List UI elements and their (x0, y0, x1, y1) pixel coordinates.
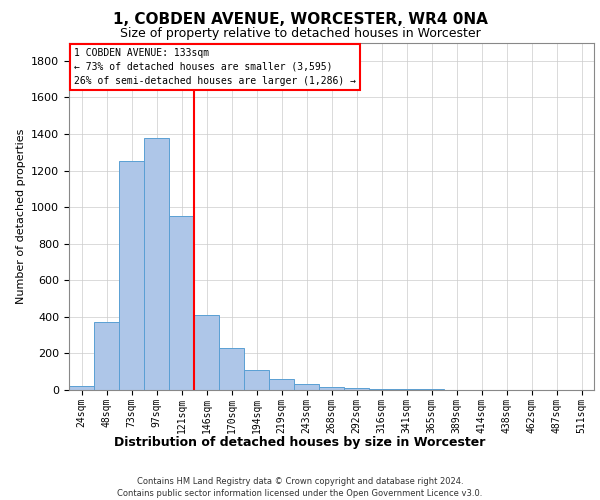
Text: 1 COBDEN AVENUE: 133sqm
← 73% of detached houses are smaller (3,595)
26% of semi: 1 COBDEN AVENUE: 133sqm ← 73% of detache… (74, 48, 356, 86)
Text: Distribution of detached houses by size in Worcester: Distribution of detached houses by size … (115, 436, 485, 449)
Bar (319, 386, 344, 390)
Bar (344, 388, 369, 390)
Bar (169, 216, 194, 390)
Bar (269, 379, 294, 390)
Bar (144, 138, 169, 390)
Y-axis label: Number of detached properties: Number of detached properties (16, 128, 26, 304)
Bar (119, 162, 144, 390)
Bar (94, 322, 119, 390)
Text: Contains HM Land Registry data © Crown copyright and database right 2024.
Contai: Contains HM Land Registry data © Crown c… (118, 476, 482, 498)
Text: Size of property relative to detached houses in Worcester: Size of property relative to detached ho… (119, 28, 481, 40)
Bar (69, 386, 94, 390)
Text: 1, COBDEN AVENUE, WORCESTER, WR4 0NA: 1, COBDEN AVENUE, WORCESTER, WR4 0NA (113, 12, 487, 28)
Bar (194, 315, 219, 390)
Bar (244, 370, 269, 390)
Bar (294, 384, 319, 390)
Bar (369, 389, 394, 390)
Bar (219, 348, 244, 390)
